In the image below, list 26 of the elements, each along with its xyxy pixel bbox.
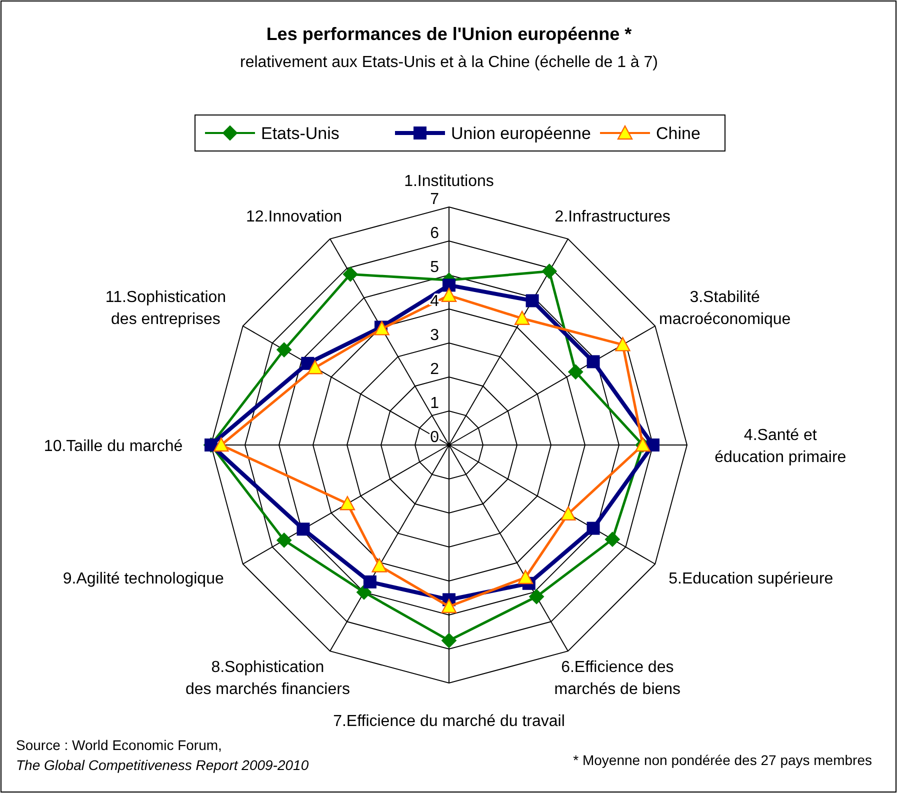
- spoke-label: 7.Efficience du marché du travail: [333, 713, 565, 730]
- y-tick-label: 7: [430, 191, 440, 208]
- spoke-label: 2.Infrastructures: [554, 208, 670, 226]
- y-tick-label: 1: [430, 395, 440, 412]
- spoke-label: 3.Stabilité macroéconomique: [659, 289, 791, 328]
- text: The Global Competitiveness Report 2009-2010: [16, 757, 309, 773]
- spoke-label: 10.Taille du marché: [44, 438, 183, 455]
- spoke-label: 4.Santé et éducation primaire: [714, 427, 846, 466]
- legend-label: Union européenne: [451, 124, 591, 143]
- y-tick-label: 6: [430, 225, 440, 242]
- y-tick-label: 5: [430, 259, 440, 276]
- source-note: Source : World Economic Forum,: [16, 737, 222, 753]
- spoke-label: 6.Efficience des marchés de biens: [554, 659, 681, 698]
- y-tick-label: 2: [430, 361, 440, 378]
- chart-subtitle: relativement aux Etats-Unis et à la Chine (échelle de 1 à 7): [240, 54, 658, 71]
- spoke-label: 12.Innovation: [246, 208, 342, 226]
- spoke-label: 8.Sophistication des marchés financiers: [185, 659, 350, 698]
- text: * Moyenne non pondérée des 27 pays membres: [573, 752, 872, 768]
- legend-label: Chine: [656, 124, 700, 143]
- spoke-label: 1.Institutions: [404, 173, 494, 190]
- legend-label: Etats-Unis: [261, 124, 340, 143]
- chart-title: Les performances de l'Union européenne *: [266, 24, 632, 44]
- spoke-label: 9.Agilité technologique: [62, 570, 224, 588]
- spoke-label: 11.Sophistication des entreprises: [105, 289, 226, 328]
- y-tick-label: 3: [430, 327, 440, 344]
- spoke-label: 5.Education supérieure: [668, 570, 834, 588]
